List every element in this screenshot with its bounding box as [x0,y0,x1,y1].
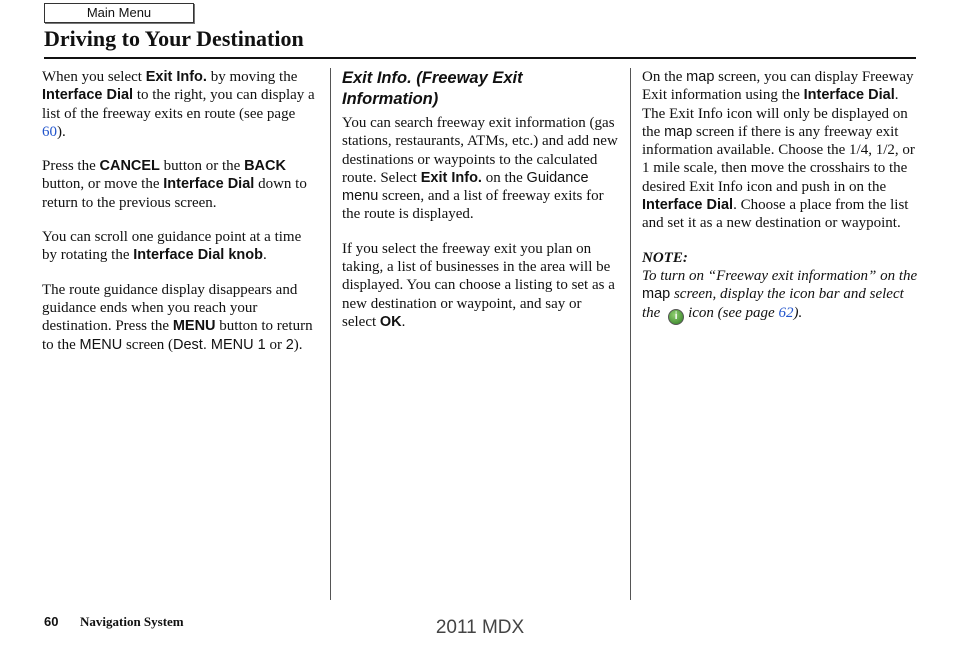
paragraph: The route guidance display disappears an… [42,281,318,354]
text-run: button, or move the [42,176,164,193]
column-1: When you select Exit Info. by moving the… [42,68,318,370]
text-run: When you select [42,69,146,85]
text-run: screen if there is any freeway exit info… [642,123,915,195]
text-run: On the [642,69,687,85]
ui-term: Interface Dial knob [133,247,263,264]
column-divider [630,68,631,600]
paragraph: When you select Exit Info. by moving the… [42,68,318,141]
ui-term: Interface Dial [642,197,734,214]
text-run: screen, display the icon bar and select … [642,286,904,321]
paragraph: You can search freeway exit information … [342,114,618,224]
text-run: You can scroll one guidance point at a t… [42,229,302,264]
text-run: . [401,313,406,330]
info-icon: i [668,308,685,325]
text-run: screen, and a list of freeway exits for … [342,188,604,223]
ui-term: Interface Dial [42,87,134,104]
ui-term: map [664,123,693,140]
page-link[interactable]: 62 [778,304,794,321]
text-run: . Choose a place from the list and set i… [642,197,909,232]
ui-term: MENU [79,336,123,353]
page-link[interactable]: 60 [42,123,57,140]
text-run: ). [793,304,803,321]
column-divider [330,68,331,600]
column-3: On the map screen, you can display Freew… [642,68,918,341]
ui-term: map [686,69,715,85]
text-run: or [265,336,286,353]
ui-term: map [642,286,671,303]
text-run: ). [293,336,303,353]
ui-term: CANCEL [99,158,160,175]
ui-term: MENU [172,318,216,335]
ui-term: Exit Info. [420,169,482,186]
text-run: icon (see page [688,304,779,321]
paragraph: If you select the freeway exit you plan … [342,240,618,331]
text-run: screen, you can display Freeway Exit inf… [642,69,914,104]
title-rule [44,57,916,59]
footer-section: Navigation System [80,614,184,629]
paragraph: You can scroll one guidance point at a t… [42,228,318,265]
column-2: Exit Info. (Freeway Exit Information) You… [342,68,618,347]
text-run: You can search freeway exit information … [342,115,618,186]
text-run: NOTE: [642,249,688,266]
text-run: The route guidance display disappears an… [42,281,298,335]
text-run: button or the [159,158,245,175]
paragraph: On the map screen, you can display Freew… [642,68,918,233]
page-title: Driving to Your Destination [44,26,304,51]
section-heading: Exit Info. (Freeway Exit Information) [342,69,523,108]
text-run: To turn on “Freeway exit information” on… [642,267,918,284]
text-run: to the right, you can display a list of … [42,87,315,122]
main-menu-button[interactable]: Main Menu [44,3,194,23]
text-run: ). [57,123,66,140]
text-run: If you select the freeway exit you plan … [342,240,615,330]
ui-term: Dest. MENU 1 [173,336,266,353]
text-run: down to return to the previous screen. [42,176,307,211]
ui-term: Exit Info. [145,69,207,85]
text-run: button to return to the [42,318,313,353]
paragraph: Press the CANCEL button or the BACK butt… [42,157,318,212]
text-run: on the [481,169,527,186]
text-run: Press the [42,158,100,175]
text-run: . The Exit Info icon will only be displa… [642,87,908,140]
paragraph: NOTE: To turn on “Freeway exit informatio… [642,249,918,325]
text-run: screen ( [122,336,174,353]
ui-term: BACK [244,158,286,175]
ui-term: Interface Dial [163,176,255,193]
ui-term: OK [379,313,402,330]
text-run: by moving the [206,69,298,85]
ui-term: Interface Dial [803,87,895,104]
ui-term: Guidance menu [342,169,589,205]
text-run: . [262,247,267,264]
ui-term: 2 [285,336,294,353]
page-number: 60 [44,614,59,629]
watermark: 2011 MDX [435,617,525,638]
